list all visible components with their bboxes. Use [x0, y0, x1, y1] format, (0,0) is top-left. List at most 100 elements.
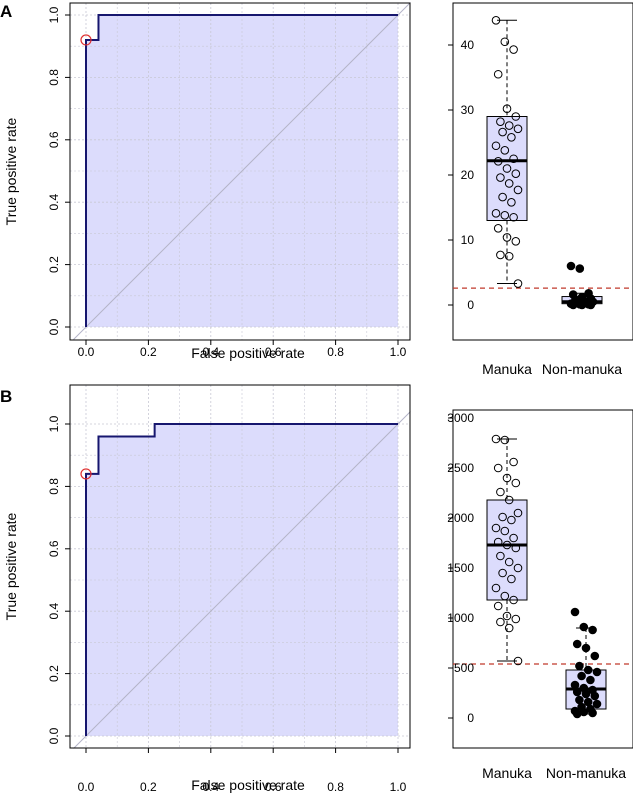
y-tick-label: 0.0 [47, 727, 61, 744]
data-point [500, 211, 510, 220]
x-tick-label: 0.6 [265, 345, 282, 359]
roc-curve [85, 14, 398, 327]
data-point [513, 185, 523, 195]
interquartile-box [486, 499, 528, 601]
y-tick-label: 500 [454, 661, 474, 675]
data-point [586, 675, 595, 685]
data-point [507, 574, 516, 584]
data-point [491, 209, 501, 218]
data-point [496, 617, 505, 627]
plot-frame [452, 2, 633, 341]
data-point [511, 112, 521, 121]
y-tick-label: 10 [461, 233, 475, 247]
data-point [500, 435, 510, 445]
data-point [498, 512, 507, 522]
data-point [502, 104, 512, 113]
data-point [513, 124, 523, 134]
y-tick-label: 0.6 [47, 131, 61, 148]
data-point [511, 478, 521, 488]
data-point [507, 198, 516, 207]
data-point [496, 487, 505, 497]
data-point [500, 146, 510, 155]
data-point [491, 141, 501, 151]
roc-curve [85, 423, 398, 736]
data-point [590, 651, 600, 661]
y-tick-label: 40 [461, 38, 475, 52]
data-point [575, 264, 585, 273]
plot-frame [69, 384, 411, 749]
y-axis-title: True positive rate [3, 117, 19, 225]
data-point [496, 117, 505, 126]
data-point [509, 154, 518, 164]
y-tick-label: 0 [467, 298, 474, 312]
data-point [496, 551, 505, 561]
y-tick-label: 0.8 [47, 69, 61, 86]
data-point [590, 691, 600, 701]
plot-frame [69, 2, 411, 341]
data-point [493, 463, 503, 473]
data-point [493, 224, 503, 233]
data-point [577, 671, 586, 681]
data-point [500, 591, 510, 601]
data-point [504, 121, 514, 130]
data-point [498, 568, 507, 578]
data-point [509, 533, 518, 543]
data-point [491, 16, 501, 25]
data-point [493, 69, 503, 79]
data-point [568, 300, 578, 310]
x-tick-label: 0.4 [202, 345, 219, 359]
category-label: Non-manuka [546, 765, 626, 781]
data-point [511, 614, 521, 624]
data-point [511, 237, 521, 246]
category-label: Non-manuka [542, 361, 622, 377]
y-tick-label: 20 [461, 168, 475, 182]
A-box-box-chart: 0 10 20 30 40 Manuka Non-manuka [448, 2, 633, 377]
x-axis-title: False positive rate [191, 345, 305, 361]
data-point [583, 697, 593, 707]
x-tick-label: 0.2 [140, 345, 157, 359]
data-point [575, 695, 584, 705]
diagonal-reference-line [73, 2, 411, 340]
y-tick-label: 0.2 [47, 665, 61, 682]
data-point [502, 540, 512, 550]
data-point [509, 45, 518, 54]
boxplot-manuka [486, 438, 528, 662]
y-tick-label: 3000 [447, 411, 474, 425]
category-label: Manuka [482, 765, 532, 781]
data-point [507, 515, 516, 525]
data-point [502, 611, 512, 621]
B-roc-roc-chart: 0.0 0.2 0.4 0.6 0.8 1.0 0.0 0.2 0.4 0.6 0.8 1.0 Fals… [3, 384, 411, 794]
optimal-threshold-marker [80, 34, 92, 46]
diagonal-reference-line [73, 411, 411, 749]
x-tick-label: 0.2 [140, 780, 157, 794]
data-point [496, 173, 505, 182]
data-point [493, 537, 503, 547]
data-point [572, 709, 582, 719]
data-point [507, 133, 516, 142]
data-point [581, 689, 591, 699]
data-point [566, 261, 576, 271]
data-point [583, 665, 593, 675]
data-point [498, 127, 507, 137]
data-point [504, 179, 514, 188]
x-tick-label: 0.6 [265, 780, 282, 794]
data-point [509, 595, 518, 605]
y-tick-label: 0.4 [47, 194, 61, 211]
x-tick-label: 0.4 [202, 780, 219, 794]
data-point [511, 169, 521, 178]
y-tick-label: 0.4 [47, 603, 61, 620]
data-point [504, 251, 514, 261]
data-point [491, 434, 501, 444]
y-tick-label: 1000 [447, 611, 474, 625]
y-tick-label: 0.8 [47, 478, 61, 495]
x-axis-title: False positive rate [191, 777, 305, 793]
x-tick-label: 0.0 [78, 780, 95, 794]
y-tick-label: 0.2 [47, 256, 61, 273]
y-tick-label: 0.6 [47, 540, 61, 557]
data-point [570, 607, 580, 617]
data-point [572, 639, 582, 649]
data-point [570, 680, 580, 690]
data-point [572, 687, 582, 697]
charts-layer: 0.0 0.2 0.4 0.6 0.8 1.0 0.0 0.2 0.4 0.6 0.8 1.0 Fals… [3, 2, 633, 794]
